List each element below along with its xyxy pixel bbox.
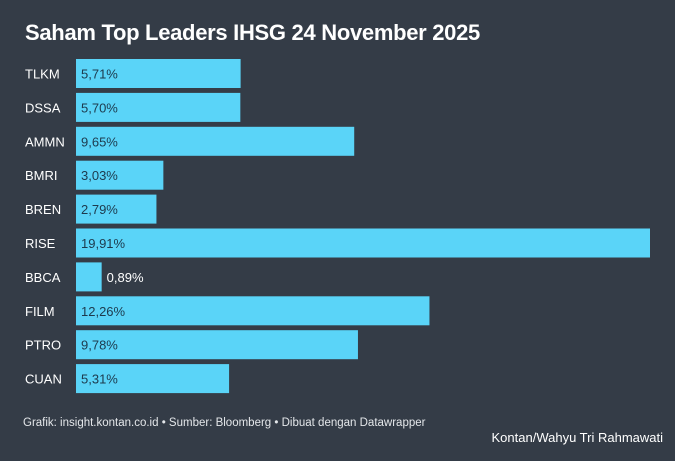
value-label: 5,70% (81, 100, 118, 115)
bar (76, 59, 241, 88)
category-label: FILM (25, 304, 55, 319)
value-label: 2,79% (81, 202, 118, 217)
bar (76, 160, 164, 190)
bar (76, 92, 241, 122)
value-label: 12,26% (81, 304, 126, 319)
bar (76, 330, 358, 360)
value-label: 5,71% (81, 67, 118, 82)
bar-row-ptro: PTRO 9,78% (25, 330, 358, 360)
bar (76, 262, 102, 292)
value-label: 19,91% (81, 236, 126, 251)
category-label: RISE (25, 236, 56, 251)
bar (76, 194, 157, 224)
bar (76, 228, 650, 258)
category-label: BREN (25, 202, 61, 217)
category-label: TLKM (25, 67, 60, 82)
category-label: AMMN (25, 134, 65, 149)
category-label: CUAN (25, 372, 62, 387)
bar-row-rise: RISE 19,91% (25, 228, 650, 258)
value-label: 9,78% (81, 338, 118, 353)
category-label: PTRO (25, 338, 61, 353)
value-label: 9,65% (81, 134, 118, 149)
source-note: Grafik: insight.kontan.co.id • Sumber: B… (23, 417, 426, 429)
bar-row-ammn: AMMN 9,65% (25, 126, 355, 156)
value-label: 3,03% (81, 168, 118, 183)
bar-row-bren: BREN 2,79% (25, 194, 157, 224)
bar-row-film: FILM 12,26% (25, 296, 430, 326)
bar-row-dssa: DSSA 5,70% (25, 92, 241, 122)
value-label: 0,89% (107, 270, 144, 285)
bar-row-bmri: BMRI 3,03% (25, 160, 164, 190)
value-label: 5,31% (81, 372, 118, 387)
bar-row-tlkm: TLKM 5,71% (25, 59, 241, 88)
category-label: BMRI (25, 168, 58, 183)
credit: Kontan/Wahyu Tri Rahmawati (491, 430, 663, 445)
category-label: BBCA (25, 270, 61, 285)
category-label: DSSA (25, 100, 61, 115)
bar (76, 296, 430, 326)
bar (76, 364, 230, 394)
bar-row-bbca: BBCA 0,89% (25, 262, 144, 292)
chart-title: Saham Top Leaders IHSG 24 November 2025 (25, 20, 480, 45)
bar (76, 126, 355, 156)
bar-row-cuan: CUAN 5,31% (25, 364, 230, 394)
